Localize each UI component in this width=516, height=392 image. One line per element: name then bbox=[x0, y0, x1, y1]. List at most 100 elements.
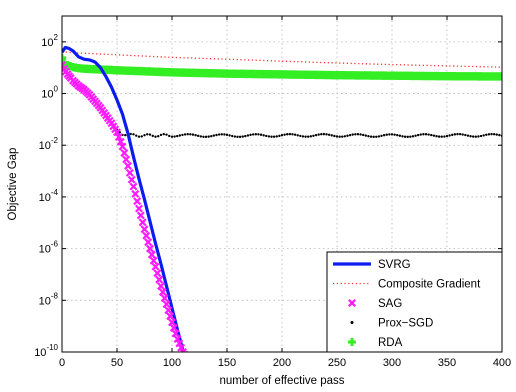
prox-sgd-series-point bbox=[270, 135, 273, 138]
sag-series-point bbox=[140, 225, 149, 234]
prox-sgd-series-point bbox=[498, 133, 501, 137]
prox-sgd-series-point bbox=[451, 133, 454, 137]
prox-sgd-series-point bbox=[330, 134, 333, 137]
series-layer bbox=[62, 45, 502, 352]
prox-sgd-series-point bbox=[304, 135, 307, 138]
prox-sgd-series-point bbox=[241, 135, 244, 138]
prox-sgd-series-point bbox=[233, 135, 237, 138]
sag-series-point bbox=[116, 137, 125, 146]
prox-sgd-series-point bbox=[183, 133, 187, 136]
prox-sgd-series-point bbox=[435, 135, 438, 138]
sag-series-point bbox=[136, 211, 145, 220]
prox-sgd-series-point bbox=[129, 132, 132, 136]
prox-sgd-series-point bbox=[453, 133, 457, 136]
x-tick-label: 100 bbox=[163, 357, 181, 369]
legend-rda-swatch bbox=[348, 338, 356, 346]
prox-sgd-series-point bbox=[257, 133, 260, 136]
sag-series-point bbox=[153, 269, 162, 278]
prox-sgd-series-point bbox=[437, 135, 441, 138]
y-tick-label: 10-2 bbox=[39, 136, 59, 152]
prox-sgd-series-point bbox=[165, 133, 168, 136]
prox-sgd-series-point bbox=[196, 134, 200, 138]
prox-sgd-series-point bbox=[202, 135, 205, 138]
prox-sgd-series-point bbox=[422, 133, 425, 136]
prox-sgd-series-point bbox=[124, 133, 127, 137]
prox-sgd-series-point bbox=[215, 133, 218, 137]
y-tick-label: 102 bbox=[41, 33, 58, 49]
prox-sgd-series-point bbox=[228, 134, 231, 137]
sag-series-point bbox=[169, 323, 178, 332]
prox-sgd-series-point bbox=[356, 133, 360, 136]
sag-series-point bbox=[142, 231, 151, 240]
sag-series-point bbox=[144, 238, 153, 247]
prox-sgd-series-point bbox=[419, 133, 423, 136]
prox-sgd-series-point bbox=[372, 135, 375, 139]
prox-sgd-series-point bbox=[411, 135, 415, 138]
sag-series-point bbox=[166, 312, 175, 321]
prox-sgd-series-point bbox=[178, 134, 182, 137]
sag-series-point bbox=[114, 133, 123, 142]
legend: SVRG Composite Gradient SAG Prox−SGD RDA bbox=[326, 251, 503, 353]
prox-sgd-series-point bbox=[162, 132, 165, 136]
prox-sgd-series-point bbox=[464, 133, 467, 137]
x-tick-label: 350 bbox=[438, 357, 456, 369]
prox-sgd-series-point bbox=[335, 135, 339, 138]
prox-sgd-series-point bbox=[495, 133, 498, 136]
prox-sgd-series-point bbox=[424, 133, 428, 136]
sag-series-point bbox=[129, 182, 138, 191]
prox-sgd-series-point bbox=[210, 134, 213, 138]
prox-sgd-series-point bbox=[140, 135, 143, 138]
prox-sgd-series-point bbox=[485, 133, 488, 137]
sag-series-point bbox=[133, 197, 142, 206]
prox-sgd-series-point bbox=[204, 135, 208, 139]
prox-sgd-series-point bbox=[309, 135, 313, 138]
prox-sgd-series-point bbox=[443, 135, 446, 138]
legend-composite-gradient-label: Composite Gradient bbox=[378, 279, 481, 291]
prox-sgd-series-point bbox=[135, 134, 138, 137]
prox-sgd-series-point bbox=[361, 133, 365, 137]
sag-series-point bbox=[177, 343, 186, 352]
sag-series-point bbox=[155, 275, 164, 284]
prox-sgd-series-point bbox=[246, 134, 250, 137]
prox-sgd-series-point bbox=[249, 133, 252, 137]
y-tick-label: 10-8 bbox=[39, 291, 59, 307]
rda-series-point bbox=[62, 53, 67, 63]
prox-sgd-series-point bbox=[469, 135, 472, 138]
prox-sgd-series-point bbox=[306, 135, 310, 138]
prox-sgd-series-point bbox=[364, 134, 368, 137]
x-tick-label: 400 bbox=[493, 357, 511, 369]
prox-sgd-series-point bbox=[338, 135, 341, 138]
prox-sgd-series-point bbox=[267, 135, 271, 138]
legend-sag-label: SAG bbox=[378, 298, 402, 310]
prox-sgd-series-point bbox=[265, 134, 268, 138]
sag-series-point bbox=[122, 155, 131, 164]
prox-sgd-series-point bbox=[414, 134, 417, 137]
sag-series-point bbox=[113, 128, 121, 137]
prox-sgd-series-point bbox=[191, 133, 195, 136]
prox-sgd-series-point bbox=[474, 135, 478, 138]
prox-sgd-series-point bbox=[280, 134, 284, 137]
y-axis-title: Objective Gap bbox=[7, 148, 19, 221]
prox-sgd-series-point bbox=[146, 133, 149, 136]
prox-sgd-series-point bbox=[299, 134, 302, 138]
prox-sgd-series-point bbox=[396, 133, 399, 137]
legend-rda-label: RDA bbox=[378, 337, 403, 349]
prox-sgd-series-point bbox=[398, 134, 402, 137]
prox-sgd-series-point bbox=[492, 133, 496, 136]
prox-sgd-series-point bbox=[231, 134, 234, 138]
sag-series-point bbox=[120, 149, 129, 157]
prox-sgd-series-point bbox=[223, 133, 226, 136]
sag-series-point bbox=[168, 318, 176, 327]
prox-sgd-series-point bbox=[406, 135, 409, 139]
sag-series-point bbox=[124, 161, 132, 170]
x-tick-label: 150 bbox=[218, 357, 236, 369]
prox-sgd-series-point bbox=[382, 134, 386, 137]
prox-sgd-series-point bbox=[143, 134, 146, 137]
prox-sgd-series-point bbox=[448, 134, 451, 137]
prox-sgd-series-point bbox=[471, 135, 475, 138]
prox-sgd-series-point bbox=[385, 133, 388, 136]
sag-series-point bbox=[118, 142, 127, 151]
y-tick-label: 10-4 bbox=[39, 188, 59, 204]
prox-sgd-series-point bbox=[445, 134, 449, 138]
